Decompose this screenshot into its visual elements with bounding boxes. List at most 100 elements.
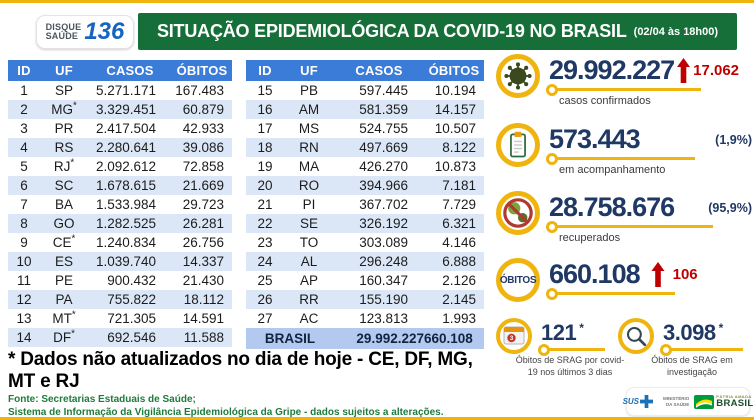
accent-underline — [538, 344, 605, 356]
srag-recent-label: Óbitos de SRAG por covid-19 nos últimos … — [515, 355, 625, 377]
monitoring-percent: (1,9%) — [715, 132, 752, 147]
cell: GO — [53, 215, 75, 231]
cell: RN — [299, 139, 319, 155]
cell: 22 — [257, 215, 273, 231]
cell: AL — [300, 253, 318, 269]
table-row: 13 MT* 721.305 14.591 — [8, 309, 232, 328]
cell: 21 — [257, 196, 273, 212]
cell: BA — [54, 196, 73, 212]
source-line-1: Fonte: Secretarias Estaduais de Saúde; — [8, 394, 196, 405]
cell: 42.933 — [182, 120, 224, 136]
cell: 18 — [257, 139, 273, 155]
cell: 27 — [257, 310, 273, 326]
table-row: 2 MG* 3.329.451 60.879 — [8, 100, 232, 119]
cell: 721.305 — [107, 310, 156, 326]
cell: 19 — [257, 158, 273, 174]
cell: 497.669 — [359, 139, 408, 155]
states-table-right: ID UF CASOS ÓBITOS 15 PB 597.445 10.194 16 AM… — [246, 60, 484, 349]
cell: RS — [54, 139, 74, 155]
table-row: 26 RR 155.190 2.145 — [246, 290, 484, 309]
cell: 1.678.615 — [95, 177, 156, 193]
cell: 1.993 — [442, 310, 476, 326]
top-accent-strip — [0, 0, 754, 3]
search-icon — [618, 318, 654, 354]
confirmed-delta: 17.062 — [693, 62, 740, 79]
col-id: ID — [8, 60, 40, 81]
stat-deaths: ÓBITOS 660.108 106 — [496, 258, 754, 302]
stats-panel: 29.992.227 17.062 casos confirmados — [490, 0, 754, 420]
cell: AP — [299, 272, 318, 288]
table-row: 9 CE* 1.240.834 26.756 — [8, 233, 232, 252]
deaths-count: 660.108 — [549, 259, 641, 289]
cell: 8 — [20, 215, 28, 231]
table-row: 6 SC 1.678.615 21.669 — [8, 176, 232, 195]
cell: 26 — [257, 291, 273, 307]
cell: 160.347 — [359, 272, 408, 288]
cell: 367.702 — [359, 196, 408, 212]
col-obitos: ÓBITOS — [424, 60, 484, 81]
obitos-badge: ÓBITOS — [496, 258, 540, 302]
table-row: 14 DF* 692.546 11.588 — [8, 328, 232, 347]
virus-icon — [496, 54, 540, 98]
cell: 2 — [20, 101, 28, 117]
table-row: 24 AL 296.248 6.888 — [246, 252, 484, 271]
cell: 72.858 — [182, 158, 224, 174]
stat-confirmed-cases: 29.992.227 17.062 casos confirmados — [496, 54, 754, 108]
confirmed-label: casos confirmados — [559, 95, 651, 107]
cell: PI — [302, 196, 316, 212]
cell: 7.729 — [442, 196, 476, 212]
cell: 581.359 — [359, 101, 408, 117]
patria-amada-label: PÁTRIA AMADA — [716, 393, 752, 399]
cell: 692.546 — [107, 329, 156, 345]
svg-text:3: 3 — [510, 336, 514, 342]
disque-saude-label: DISQUE SAÚDE — [45, 22, 82, 41]
cell: RR — [299, 291, 319, 307]
table-row: 16 AM 581.359 14.157 — [246, 100, 484, 119]
table-row: 5 RJ* 2.092.612 72.858 — [8, 157, 232, 176]
cell: DF* — [53, 328, 75, 345]
stat-srag-investigation: 3.098 * Óbitos de SRAG em investigação — [618, 318, 754, 378]
cell: SP — [54, 82, 73, 98]
cell: SC — [54, 177, 74, 193]
sus-cross-icon — [640, 395, 654, 408]
srag-investigation-count: 3.098 — [663, 320, 716, 345]
cell: 394.966 — [359, 177, 408, 193]
cell: 12 — [16, 291, 32, 307]
table-row: 15 PB 597.445 10.194 — [246, 81, 484, 100]
recovered-label: recuperados — [559, 232, 621, 244]
cell: 1 — [20, 82, 28, 98]
cell: 2.126 — [442, 272, 476, 288]
cell: MS — [298, 120, 320, 136]
cell: 6 — [20, 177, 28, 193]
report-datetime: (02/04 às 18h00) — [633, 25, 719, 38]
cell: 296.248 — [359, 253, 408, 269]
increase-arrow-icon — [677, 58, 691, 83]
page-title: SITUAÇÃO EPIDEMIOLÓGICA DA COVID-19 NO B… — [156, 21, 627, 41]
cell: MT* — [52, 309, 76, 326]
obitos-badge-label: ÓBITOS — [499, 274, 537, 286]
cell: 10 — [16, 253, 32, 269]
cell: 3.329.451 — [95, 101, 156, 117]
cell: 524.755 — [359, 120, 408, 136]
increase-arrow-icon — [651, 262, 665, 287]
cell: SE — [299, 215, 318, 231]
recovered-count: 28.758.676 — [549, 192, 675, 222]
table-row: 8 GO 1.282.525 26.281 — [8, 214, 232, 233]
cell: 15 — [257, 82, 273, 98]
cell: 10.507 — [434, 120, 476, 136]
cell: PB — [299, 82, 318, 98]
table-row: 21 PI 367.702 7.729 — [246, 195, 484, 214]
cell: 25 — [257, 272, 273, 288]
cell: 7 — [20, 196, 28, 212]
accent-underline — [546, 84, 701, 96]
cell: MA — [298, 158, 320, 174]
total-casos: 29.992.227 — [334, 328, 424, 349]
cell: 60.879 — [182, 101, 224, 117]
cell: 10.873 — [434, 158, 476, 174]
monitoring-label: em acompanhamento — [559, 164, 666, 176]
stat-monitoring: 573.443 (1,9%) em acompanhamento — [496, 123, 754, 177]
table-row: 10 ES 1.039.740 14.337 — [8, 252, 232, 271]
table-row: 20 RO 394.966 7.181 — [246, 176, 484, 195]
cell: 14.157 — [434, 101, 476, 117]
